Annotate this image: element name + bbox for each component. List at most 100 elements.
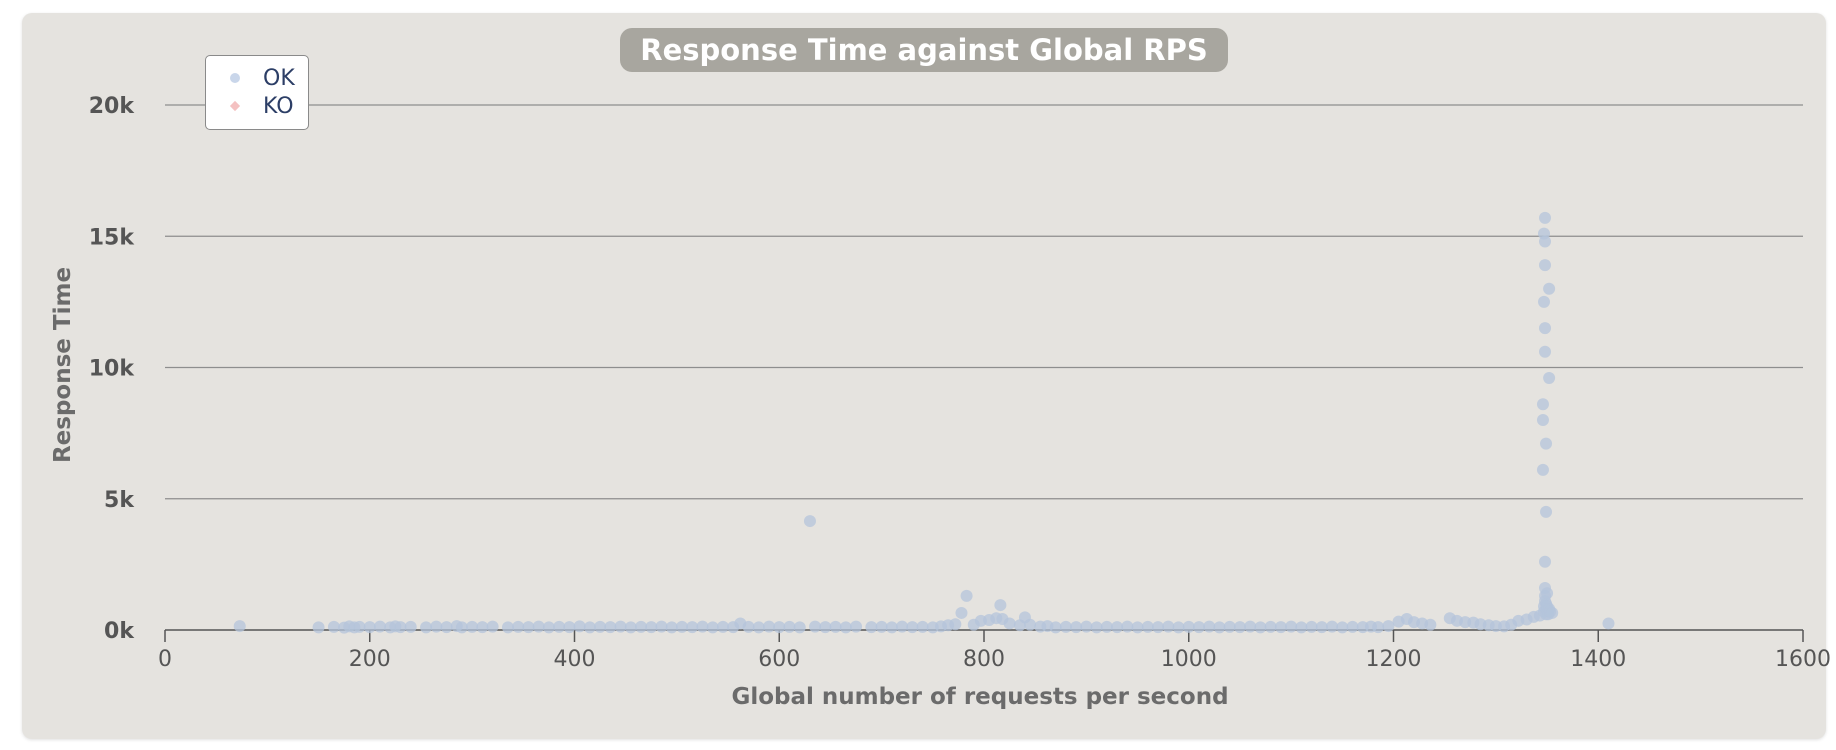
data-point-ok (1233, 621, 1246, 634)
data-point-ok (1382, 620, 1395, 633)
y-tick-label: 10k (89, 357, 136, 382)
data-point-ok (1543, 282, 1556, 295)
data-point-ok (1315, 621, 1328, 634)
y-tick-label: 20k (89, 94, 136, 119)
data-point-ok (1424, 618, 1437, 631)
data-point-ok (655, 620, 668, 633)
grid-lines (165, 104, 1803, 500)
y-tick-label: 0k (104, 619, 135, 644)
data-point-ok (1602, 617, 1615, 630)
data-point-ok (532, 620, 545, 633)
data-point-ok (542, 621, 555, 634)
data-point-ok (476, 621, 489, 634)
data-point-ok (752, 621, 765, 634)
data-point-ok (875, 620, 888, 633)
data-point-ok (1539, 211, 1552, 224)
data-point-ok (430, 620, 443, 633)
data-point-ok (1372, 621, 1385, 634)
data-point-ok (404, 620, 417, 633)
data-point-ok (363, 621, 376, 634)
data-point-ok (960, 589, 973, 602)
data-point-ok (1543, 372, 1556, 384)
data-point-ok (1141, 620, 1154, 633)
chart-title: Response Time against Global RPS (620, 28, 1228, 72)
data-point-ok (522, 621, 535, 634)
data-point-ok (1539, 259, 1552, 272)
data-point-ok (501, 621, 514, 634)
data-point-ok (793, 621, 806, 634)
data-point-ok (466, 620, 479, 633)
data-point-ok (1070, 621, 1083, 634)
data-point-ok (865, 621, 878, 634)
data-point-ok (1192, 621, 1205, 634)
data-point-ok (327, 620, 340, 633)
legend-label-ok: OK (263, 66, 295, 91)
data-point-ok (594, 620, 607, 633)
data-point-ok (1295, 621, 1308, 634)
data-point-ok (1090, 621, 1103, 634)
legend-item-ko[interactable]: KO (206, 93, 308, 121)
y-tick-label: 15k (89, 225, 136, 250)
data-point-ok (373, 620, 386, 633)
legend-label-ko: KO (263, 94, 294, 119)
data-point-ok (819, 621, 832, 634)
data-point-ok (1059, 620, 1072, 633)
data-point-ok (1541, 587, 1554, 600)
data-point-ok (1536, 463, 1549, 476)
data-point-ok (394, 621, 407, 634)
data-point-ok (1244, 620, 1257, 633)
data-point-ok (949, 618, 962, 631)
x-tick-label: 600 (758, 647, 800, 672)
data-point-ok (839, 621, 852, 634)
data-point-ok (1100, 620, 1113, 633)
data-point-ok (742, 620, 755, 633)
x-tick-label: 1200 (1366, 647, 1422, 672)
data-point-ok (1213, 621, 1226, 634)
data-point-ok (696, 620, 709, 633)
data-point-ok (1223, 620, 1236, 633)
data-point-ok (573, 620, 586, 633)
x-tick-label: 800 (963, 647, 1005, 672)
data-point-ok (1003, 617, 1016, 630)
data-point-ok (1285, 620, 1298, 633)
data-point-ok (916, 620, 929, 633)
data-point-ok (420, 621, 433, 634)
data-point-ok (312, 621, 325, 634)
data-point-ok (1264, 620, 1277, 633)
data-point-ok (1326, 620, 1339, 633)
legend-item-ok[interactable]: OK (206, 65, 308, 93)
data-point-ok (1539, 345, 1552, 358)
data-point-ok (486, 620, 499, 633)
x-tick-label: 200 (349, 647, 391, 672)
data-point-ok (1274, 621, 1287, 634)
data-point-ok (1024, 618, 1037, 631)
data-points (233, 211, 1615, 634)
x-tick-label: 1600 (1775, 647, 1831, 672)
data-point-ok (455, 621, 468, 634)
circle-marker-icon (230, 73, 240, 83)
data-point-ok (1049, 621, 1062, 634)
data-point-ok (829, 620, 842, 633)
data-point-ok (1546, 606, 1559, 619)
y-axis-title: Response Time (50, 267, 76, 463)
diamond-marker-icon (229, 100, 241, 112)
data-point-ok (686, 621, 699, 634)
data-point-ok (906, 621, 919, 634)
data-point-ok (1203, 620, 1216, 633)
axes: 0k 5k 10k 15k 20k 0 200 400 600 800 1000 1200 1400 16… (89, 94, 1831, 672)
data-point-ok (1336, 621, 1349, 634)
data-point-ok (1305, 620, 1318, 633)
data-point-ok (885, 621, 898, 634)
data-point-ok (1121, 620, 1134, 633)
data-point-ok (604, 621, 617, 634)
x-axis-title: Global number of requests per second (731, 684, 1228, 710)
data-point-ok (1536, 398, 1549, 411)
data-point-ok (1162, 620, 1175, 633)
data-point-ok (783, 620, 796, 633)
x-tick-label: 400 (554, 647, 596, 672)
data-point-ok (635, 620, 648, 633)
data-point-ok (1540, 437, 1553, 450)
data-point-ok (1182, 620, 1195, 633)
data-point-ok (896, 620, 909, 633)
